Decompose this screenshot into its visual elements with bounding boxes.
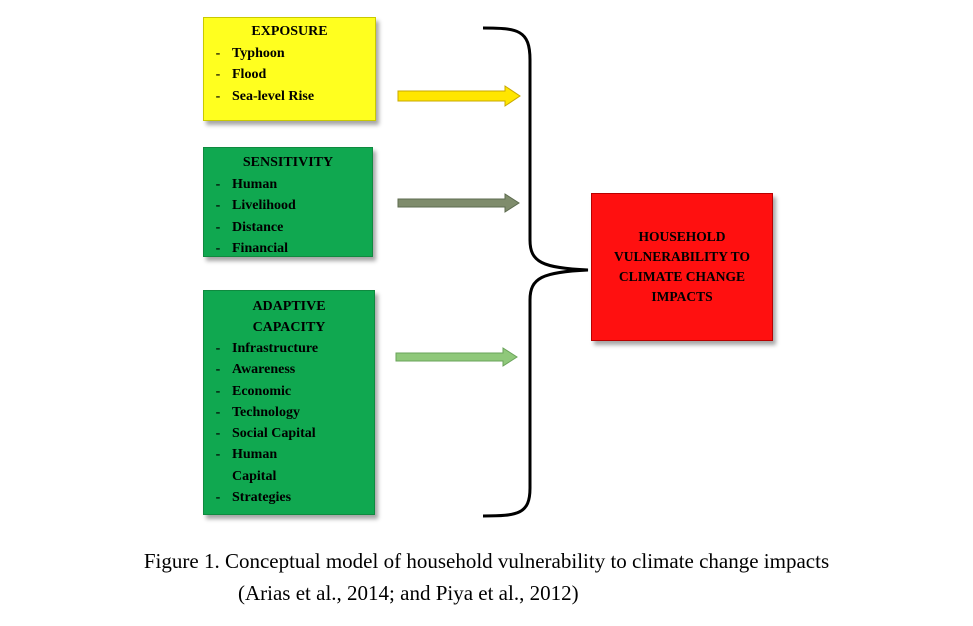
household-vulnerability-label: HOUSEHOLD VULNERABILITY TO CLIMATE CHANG… — [614, 229, 750, 304]
dash: - — [215, 88, 221, 104]
dash: - — [215, 241, 221, 256]
adaptive-title-line-2: CAPACITY — [252, 320, 326, 335]
dash: - — [215, 383, 221, 399]
dash: - — [215, 45, 221, 61]
dash: - — [215, 67, 221, 82]
exposure-item: - Sea-level Rise — [204, 86, 375, 108]
grouping-brace — [482, 26, 589, 518]
adaptive-item: - Awareness — [204, 359, 374, 380]
dash: - — [215, 219, 221, 235]
exposure-item-label: Typhoon — [232, 45, 285, 61]
adaptive-capacity-box: ADAPTIVE CAPACITY - Infrastructure - Aware… — [203, 290, 375, 515]
adaptive-capacity-arrow — [395, 347, 518, 367]
dash: - — [215, 341, 221, 356]
dash: - — [215, 176, 221, 192]
adaptive-item: - Social Capital — [204, 423, 374, 444]
exposure-item-label: Sea-level Rise — [232, 88, 315, 104]
sensitivity-item-label: Livelihood — [232, 198, 296, 213]
dash: - — [215, 198, 221, 213]
exposure-item-label: Flood — [232, 67, 267, 82]
dash: - — [215, 490, 221, 506]
exposure-item: - Flood — [204, 64, 375, 86]
household-vulnerability-box: HOUSEHOLD VULNERABILITY TO CLIMATE CHANG… — [591, 193, 773, 341]
adaptive-title-line-1: ADAPTIVE — [252, 299, 326, 314]
sensitivity-arrow — [397, 193, 520, 213]
exposure-title: EXPOSURE — [251, 24, 328, 39]
sensitivity-title: SENSITIVITY — [242, 155, 334, 170]
adaptive-item: - Infrastructure — [204, 338, 374, 359]
exposure-item: - Typhoon — [204, 43, 375, 65]
adaptive-item: - Technology — [204, 402, 374, 423]
adaptive-item-label: Infrastructure — [232, 341, 319, 356]
sensitivity-item: - Financial — [204, 238, 372, 260]
dash: - — [215, 362, 221, 378]
adaptive-item-label: Awareness — [232, 362, 296, 378]
adaptive-item: - Economic — [204, 381, 374, 402]
adaptive-item-label: Human — [232, 447, 278, 463]
dash: - — [215, 404, 221, 420]
adaptive-item-label: Social Capital — [232, 426, 316, 442]
exposure-arrow — [397, 85, 521, 107]
adaptive-item-label: Economic — [232, 383, 292, 399]
sensitivity-item: - Livelihood — [204, 195, 372, 217]
exposure-box: EXPOSURE - Typhoon - Flood - Sea-level Rise — [203, 17, 376, 121]
adaptive-item-label: Technology — [232, 404, 300, 420]
adaptive-item: - Human — [204, 444, 374, 465]
sensitivity-item: - Human — [204, 174, 372, 196]
figure-caption-line-2: (Arias et al., 2014; and Piya et al., 20… — [238, 581, 579, 605]
sensitivity-item-label: Distance — [232, 219, 284, 235]
adaptive-item-continuation: Capital — [204, 466, 374, 487]
sensitivity-box: SENSITIVITY - Human - Livelihood - Distance… — [203, 147, 373, 257]
adaptive-item: - Strategies — [204, 487, 374, 508]
figure-caption-line-1: Figure 1. Conceptual model of household … — [143, 549, 830, 573]
adaptive-item-label: Capital — [232, 468, 277, 484]
sensitivity-item: - Distance — [204, 217, 372, 239]
sensitivity-item-label: Human — [232, 176, 278, 192]
adaptive-item-label: Strategies — [232, 490, 292, 506]
dash: - — [215, 426, 221, 442]
dash: - — [215, 447, 221, 463]
sensitivity-item-label: Financial — [232, 241, 289, 256]
